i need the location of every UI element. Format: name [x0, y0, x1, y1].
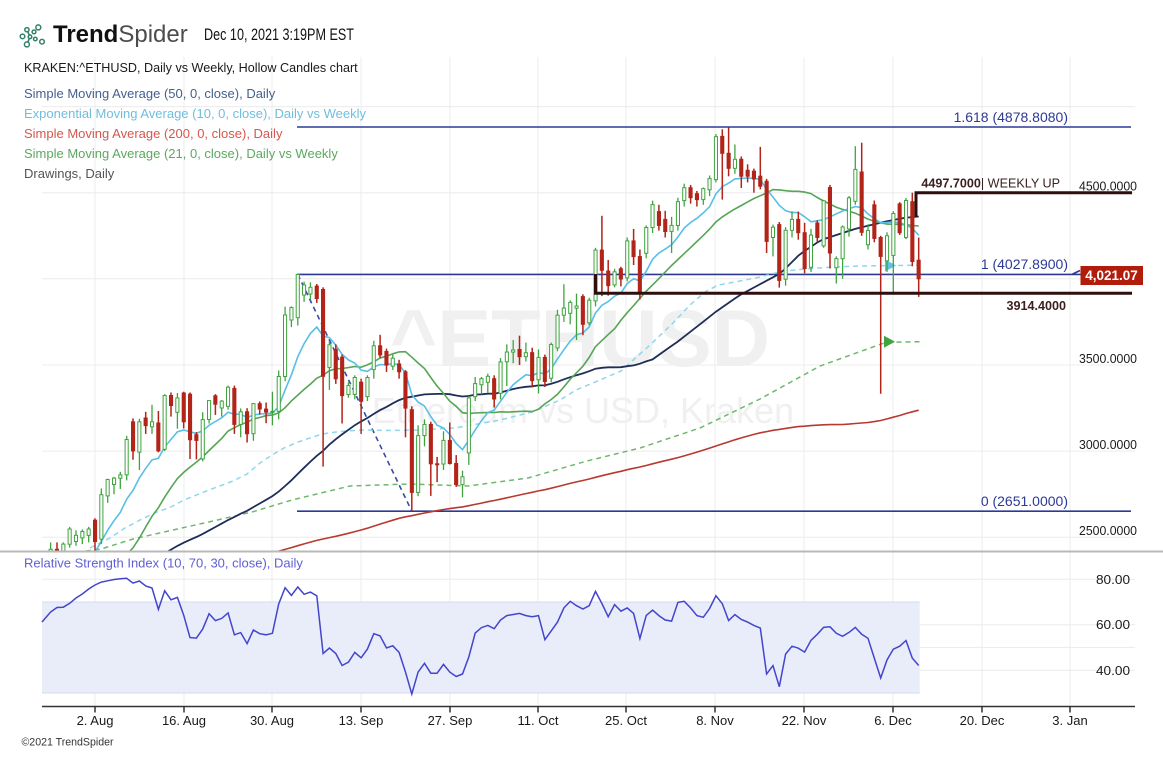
- svg-text:Simple Moving Average (50, 0,: Simple Moving Average (50, 0, close), Da…: [24, 86, 276, 101]
- svg-text:30. Aug: 30. Aug: [250, 713, 294, 728]
- svg-text:4500.0000: 4500.0000: [1079, 180, 1137, 194]
- svg-text:^ETHUSD: ^ETHUSD: [390, 294, 770, 384]
- svg-text:3914.4000: 3914.4000: [1006, 299, 1066, 313]
- svg-text:Dec 10, 2021 3:19PM EST: Dec 10, 2021 3:19PM EST: [204, 26, 354, 44]
- svg-text:20. Dec: 20. Dec: [960, 713, 1005, 728]
- svg-text:Relative Strength Index (10, 7: Relative Strength Index (10, 70, 30, clo…: [24, 556, 303, 571]
- svg-text:11. Oct: 11. Oct: [518, 713, 559, 728]
- svg-text:80.00: 80.00: [1096, 573, 1130, 587]
- svg-text:4497.7000| WEEKLY UP: 4497.7000| WEEKLY UP: [921, 177, 1060, 191]
- svg-text:16. Aug: 16. Aug: [162, 713, 206, 728]
- svg-text:27. Sep: 27. Sep: [428, 713, 473, 728]
- svg-text:4,021.07: 4,021.07: [1085, 268, 1138, 283]
- svg-text:3000.0000: 3000.0000: [1079, 438, 1137, 452]
- svg-text:8. Nov: 8. Nov: [696, 713, 734, 728]
- svg-text:22. Nov: 22. Nov: [782, 713, 827, 728]
- svg-text:1 (4027.8900): 1 (4027.8900): [981, 256, 1068, 272]
- svg-text:Simple Moving Average (21, 0,: Simple Moving Average (21, 0, close), Da…: [24, 146, 338, 161]
- svg-text:25. Oct: 25. Oct: [605, 713, 647, 728]
- svg-text:6. Dec: 6. Dec: [874, 713, 912, 728]
- svg-text:40.00: 40.00: [1096, 664, 1130, 678]
- svg-text:1.618 (4878.8080): 1.618 (4878.8080): [954, 109, 1068, 125]
- svg-text:Exponential Moving Average (10: Exponential Moving Average (10, 0, close…: [24, 106, 367, 121]
- svg-text:60.00: 60.00: [1096, 618, 1130, 632]
- svg-text:©2021 TrendSpider: ©2021 TrendSpider: [22, 737, 114, 749]
- svg-text:3500.0000: 3500.0000: [1079, 352, 1137, 366]
- svg-text:3. Jan: 3. Jan: [1052, 713, 1087, 728]
- svg-text:Drawings, Daily: Drawings, Daily: [24, 166, 115, 181]
- svg-text:Ethereum vs USD, Kraken: Ethereum vs USD, Kraken: [372, 390, 794, 431]
- svg-text:TrendSpider: TrendSpider: [53, 21, 188, 48]
- svg-text:0 (2651.0000): 0 (2651.0000): [981, 493, 1068, 509]
- svg-text:Simple Moving Average (200, 0,: Simple Moving Average (200, 0, close), D…: [24, 126, 283, 141]
- svg-text:2500.0000: 2500.0000: [1079, 524, 1137, 538]
- svg-text:2. Aug: 2. Aug: [77, 713, 114, 728]
- svg-text:13. Sep: 13. Sep: [339, 713, 384, 728]
- svg-text:KRAKEN:^ETHUSD, Daily vs Weekl: KRAKEN:^ETHUSD, Daily vs Weekly, Hollow …: [24, 61, 358, 75]
